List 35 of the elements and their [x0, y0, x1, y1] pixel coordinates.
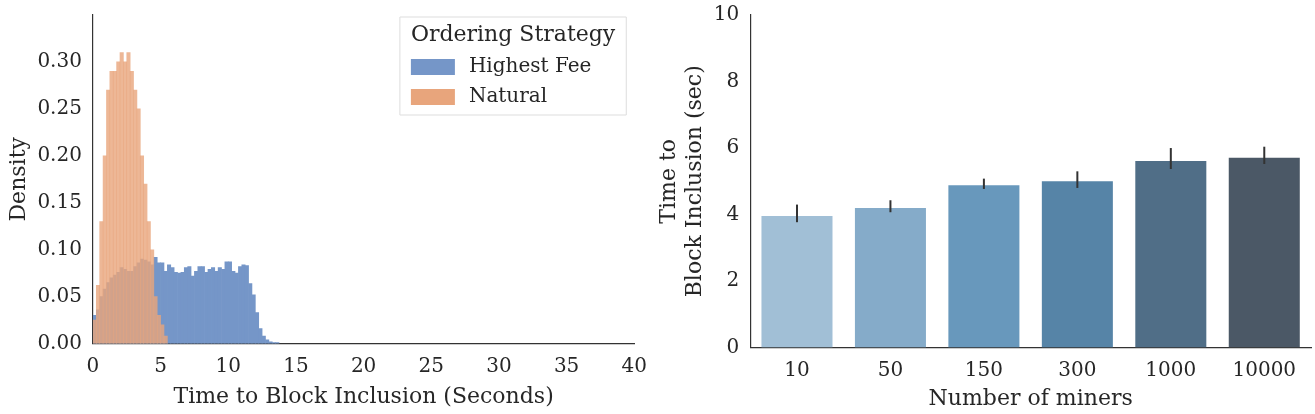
x-axis-title: Number of miners [928, 384, 1133, 410]
x-tick-label: 35 [553, 352, 580, 377]
y-tick-label: 0 [726, 333, 740, 358]
x-tick-label: 15 [283, 352, 309, 377]
x-tick-label: 0 [86, 352, 100, 377]
x-tick-label: 10 [784, 356, 810, 381]
x-tick-label: 50 [877, 356, 904, 381]
y-tick-label: 6 [726, 134, 740, 159]
y-tick-label: 0.15 [37, 188, 82, 213]
y-axis-title: Time to Block Inclusion (sec) [654, 65, 707, 298]
y-tick-label: 0.05 [37, 282, 82, 307]
x-tick-label: 300 [1058, 356, 1097, 381]
y-tick-label: 0.30 [37, 48, 82, 73]
legend-label: Natural [468, 83, 548, 108]
x-axis-title: Time to Block Inclusion (Seconds) [173, 382, 554, 408]
y-tick-label: 2 [726, 267, 740, 292]
y-tick-label: 0.10 [37, 235, 82, 260]
y-axis-title: Density [4, 136, 30, 222]
x-tick-label: 10 [215, 352, 241, 377]
legend-title: Ordering Strategy [410, 20, 616, 46]
y-tick-label: 0.25 [37, 95, 82, 120]
x-tick-label: 150 [964, 356, 1003, 381]
x-tick-label: 30 [486, 352, 512, 377]
x-tick-label: 1000 [1145, 356, 1197, 381]
x-tick-label: 20 [350, 352, 377, 377]
x-tick-label: 40 [621, 352, 647, 377]
y-tick-label: 0.20 [37, 142, 82, 167]
y-tick-label: 10 [713, 1, 740, 26]
y-tick-label: 4 [726, 200, 740, 225]
x-tick-label: 5 [154, 352, 167, 377]
x-tick-label: 10000 [1232, 356, 1297, 381]
y-tick-label: 0.00 [37, 329, 82, 354]
x-tick-label: 25 [418, 352, 444, 377]
y-tick-label: 8 [726, 67, 740, 92]
legend-label: Highest Fee [468, 53, 592, 78]
